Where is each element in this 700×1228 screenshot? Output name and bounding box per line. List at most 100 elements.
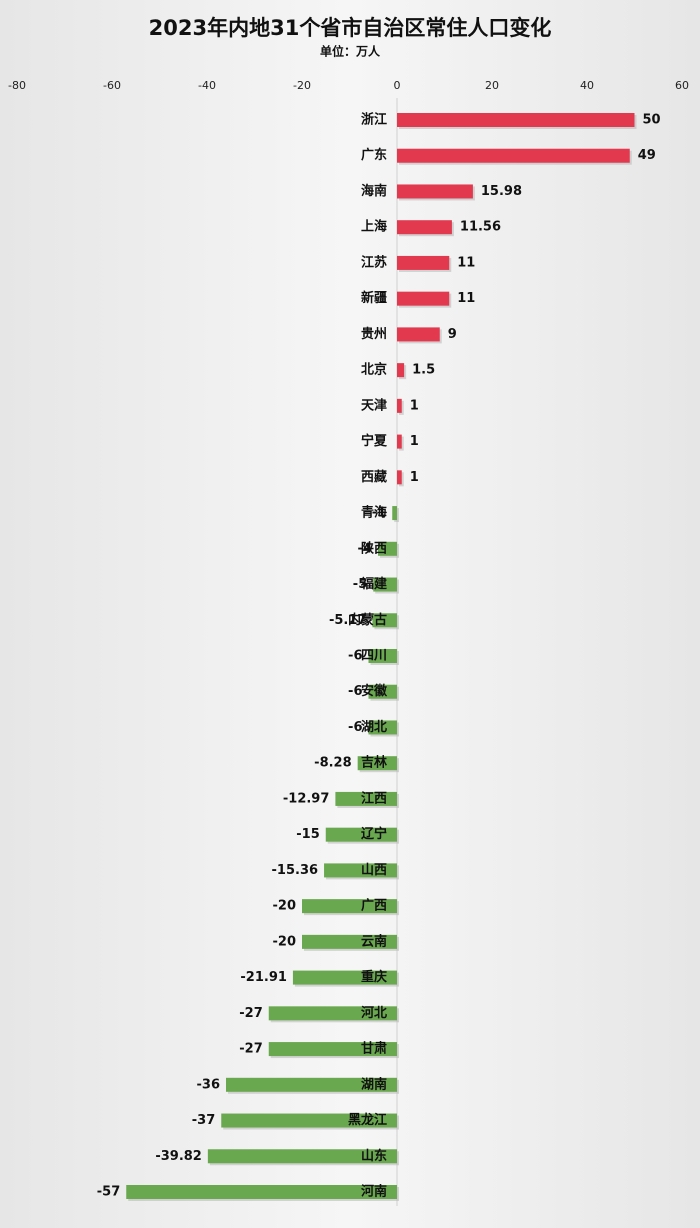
bar [397, 291, 450, 306]
category-label: 河南 [361, 1184, 387, 1200]
value-label: -15 [296, 827, 320, 842]
value-label: -6 [348, 720, 362, 735]
bar [292, 970, 397, 985]
category-label: 甘肃 [361, 1041, 387, 1057]
bar [268, 1042, 397, 1057]
bar [268, 1006, 397, 1021]
value-label: 11.56 [460, 220, 501, 235]
value-label: -5 [353, 577, 367, 592]
value-label: 49 [638, 148, 656, 163]
value-label: 1 [410, 470, 419, 485]
category-label: 安徽 [361, 683, 388, 699]
category-label: 贵州 [361, 326, 387, 342]
bar [335, 791, 397, 806]
value-label: 11 [457, 291, 475, 306]
value-label: -8.28 [314, 756, 351, 771]
value-label: 15.98 [481, 184, 522, 199]
category-label: 四川 [361, 649, 387, 664]
bar [226, 1077, 397, 1092]
bar [368, 684, 397, 699]
value-label: 11 [457, 255, 475, 270]
bar [302, 899, 397, 914]
x-tick-label: 20 [485, 79, 499, 92]
category-label: 天津 [361, 397, 387, 413]
category-label: 浙江 [361, 112, 387, 128]
bar [368, 649, 397, 663]
bar [357, 756, 397, 771]
bar [302, 934, 397, 949]
category-label: 西藏 [361, 469, 387, 485]
value-label: -6 [348, 649, 362, 664]
bar [368, 720, 397, 735]
category-label: 黑龙江 [348, 1112, 387, 1128]
bar [397, 148, 630, 163]
category-label: 江苏 [361, 254, 387, 270]
value-label: -5.17 [329, 613, 366, 628]
bar [397, 470, 402, 485]
value-label: -27 [239, 1006, 263, 1021]
bar [325, 827, 397, 842]
category-label: 重庆 [361, 969, 387, 985]
bar [378, 541, 397, 556]
category-label: 湖北 [361, 720, 387, 735]
value-label: -39.82 [155, 1149, 202, 1164]
category-label: 陕西 [361, 540, 387, 556]
bar [207, 1149, 397, 1164]
category-label: 山西 [361, 862, 387, 878]
bar [397, 113, 635, 127]
value-label: -6 [348, 684, 362, 699]
value-label: 1 [410, 398, 419, 413]
bar [373, 577, 397, 592]
bar [372, 613, 397, 628]
category-label: 新疆 [361, 290, 387, 306]
category-label: 湖南 [361, 1076, 387, 1092]
category-label: 北京 [361, 362, 387, 378]
value-label: -20 [273, 934, 297, 949]
category-label: 云南 [361, 933, 387, 949]
bar [397, 434, 402, 449]
category-label: 河北 [361, 1005, 387, 1021]
value-label: -27 [239, 1042, 263, 1057]
category-label: 海南 [361, 183, 387, 199]
bar [397, 220, 452, 235]
category-label: 吉林 [361, 755, 387, 771]
bar [126, 1185, 397, 1199]
bar [324, 863, 397, 878]
bar [392, 506, 397, 521]
category-label: 上海 [361, 219, 387, 235]
value-label: -15.36 [272, 863, 319, 878]
x-tick-label: -60 [103, 79, 121, 92]
bar [397, 255, 450, 270]
bar [221, 1113, 397, 1128]
value-label: -36 [197, 1077, 221, 1092]
category-label: 内蒙古 [348, 612, 387, 628]
value-label: -57 [97, 1185, 121, 1200]
value-label: -20 [273, 899, 297, 914]
category-label: 江西 [361, 790, 387, 806]
chart-title: 2023年内地31个省市自治区常住人口变化 [149, 16, 552, 40]
value-label: -21.91 [240, 970, 287, 985]
x-tick-label: 0 [394, 79, 401, 92]
category-label: 福建 [360, 576, 387, 592]
value-label: -1 [372, 506, 386, 521]
x-tick-label: -80 [8, 79, 26, 92]
value-label: -4 [358, 541, 372, 556]
x-tick-label: -40 [198, 79, 216, 92]
category-label: 辽宁 [361, 826, 387, 842]
x-tick-label: 60 [675, 79, 689, 92]
category-label: 广东 [361, 147, 387, 163]
value-label: 1.5 [412, 363, 435, 378]
category-label: 山东 [361, 1148, 387, 1164]
bar [397, 398, 402, 413]
value-label: 1 [410, 434, 419, 449]
chart-subtitle: 单位：万人 [320, 44, 381, 59]
x-tick-label: -20 [293, 79, 311, 92]
value-label: -37 [192, 1113, 216, 1128]
value-label: -12.97 [283, 791, 330, 806]
category-label: 宁夏 [361, 433, 388, 449]
bar [397, 327, 440, 342]
bar [397, 363, 405, 378]
category-label: 青海 [361, 505, 387, 521]
